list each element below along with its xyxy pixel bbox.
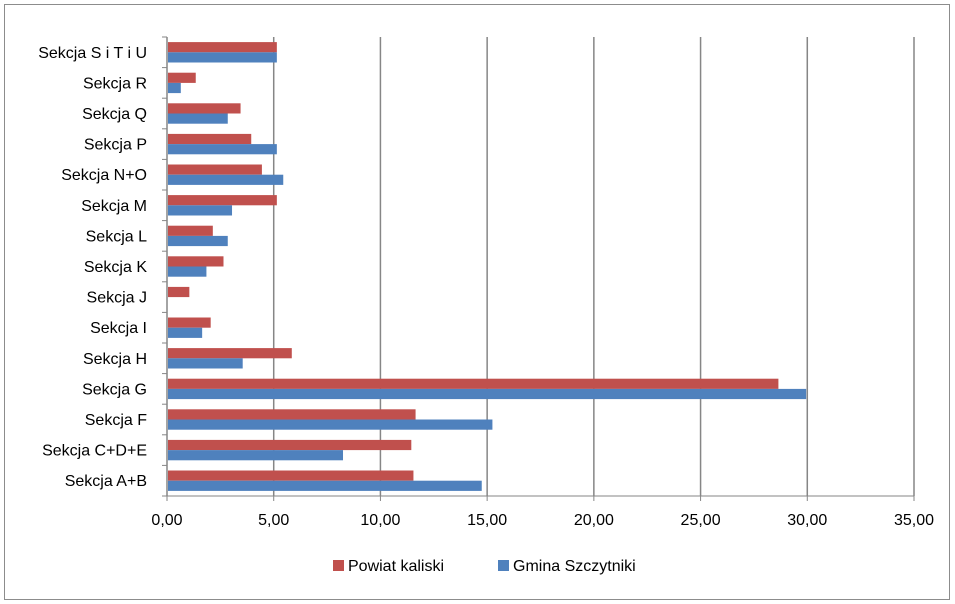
bar-powiat-kaliski bbox=[168, 195, 277, 206]
category-label: Sekcja F bbox=[85, 412, 147, 429]
bar-gmina-szczytniki bbox=[168, 388, 807, 400]
category-label: Sekcja C+D+E bbox=[42, 443, 147, 460]
legend-swatch bbox=[498, 560, 509, 571]
category-label: Sekcja A+B bbox=[65, 473, 147, 490]
bar-powiat-kaliski bbox=[168, 378, 779, 389]
bar-gmina-szczytniki bbox=[168, 205, 233, 216]
bar-powiat-kaliski bbox=[168, 72, 196, 83]
bar-gmina-szczytniki bbox=[168, 174, 284, 185]
category-label: Sekcja Q bbox=[82, 106, 147, 123]
x-tick-label: 5,00 bbox=[258, 512, 289, 529]
bar-powiat-kaliski bbox=[168, 470, 414, 481]
category-label: Sekcja K bbox=[84, 259, 147, 276]
x-tick-label: 25,00 bbox=[681, 512, 721, 529]
legend-label: Powiat kaliski bbox=[348, 558, 444, 575]
bar-powiat-kaliski bbox=[168, 42, 277, 53]
category-label: Sekcja H bbox=[83, 351, 147, 368]
bar-gmina-szczytniki bbox=[168, 327, 203, 338]
bar-gmina-szczytniki bbox=[168, 52, 277, 63]
bar-powiat-kaliski bbox=[168, 103, 241, 114]
x-tick-label: 30,00 bbox=[787, 512, 827, 529]
category-label: Sekcja M bbox=[81, 198, 147, 215]
x-tick-label: 10,00 bbox=[360, 512, 400, 529]
x-tick-label: 20,00 bbox=[574, 512, 614, 529]
bar-gmina-szczytniki bbox=[168, 144, 277, 155]
bar-powiat-kaliski bbox=[168, 348, 292, 359]
category-label: Sekcja G bbox=[82, 381, 147, 398]
bar-powiat-kaliski bbox=[168, 256, 224, 267]
legend-label: Gmina Szczytniki bbox=[513, 558, 636, 575]
x-tick-label: 0,00 bbox=[151, 512, 182, 529]
bar-powiat-kaliski bbox=[168, 164, 262, 175]
category-label: Sekcja J bbox=[87, 290, 147, 307]
bar-powiat-kaliski bbox=[168, 225, 213, 236]
bar-gmina-szczytniki bbox=[168, 358, 243, 369]
bar-powiat-kaliski bbox=[168, 286, 190, 298]
category-label: Sekcja N+O bbox=[61, 167, 147, 184]
category-label: Sekcja R bbox=[83, 75, 147, 92]
category-label: Sekcja P bbox=[84, 137, 147, 154]
bar-gmina-szczytniki bbox=[168, 266, 207, 277]
bar-powiat-kaliski bbox=[168, 317, 211, 328]
bar-gmina-szczytniki bbox=[168, 113, 228, 124]
legend-swatch bbox=[333, 560, 344, 571]
bar-gmina-szczytniki bbox=[168, 235, 228, 247]
category-label: Sekcja I bbox=[90, 320, 147, 337]
category-label: Sekcja L bbox=[86, 228, 147, 245]
x-tick-label: 35,00 bbox=[894, 512, 934, 529]
bar-gmina-szczytniki bbox=[168, 419, 493, 430]
category-label: Sekcja S i T i U bbox=[38, 45, 147, 62]
chart-frame bbox=[4, 4, 950, 600]
bar-powiat-kaliski bbox=[168, 409, 416, 420]
bar-powiat-kaliski bbox=[168, 133, 252, 145]
bar-gmina-szczytniki bbox=[168, 82, 181, 94]
x-tick-label: 15,00 bbox=[467, 512, 507, 529]
bar-powiat-kaliski bbox=[168, 439, 412, 451]
bar-gmina-szczytniki bbox=[168, 450, 344, 461]
bar-gmina-szczytniki bbox=[168, 480, 482, 491]
